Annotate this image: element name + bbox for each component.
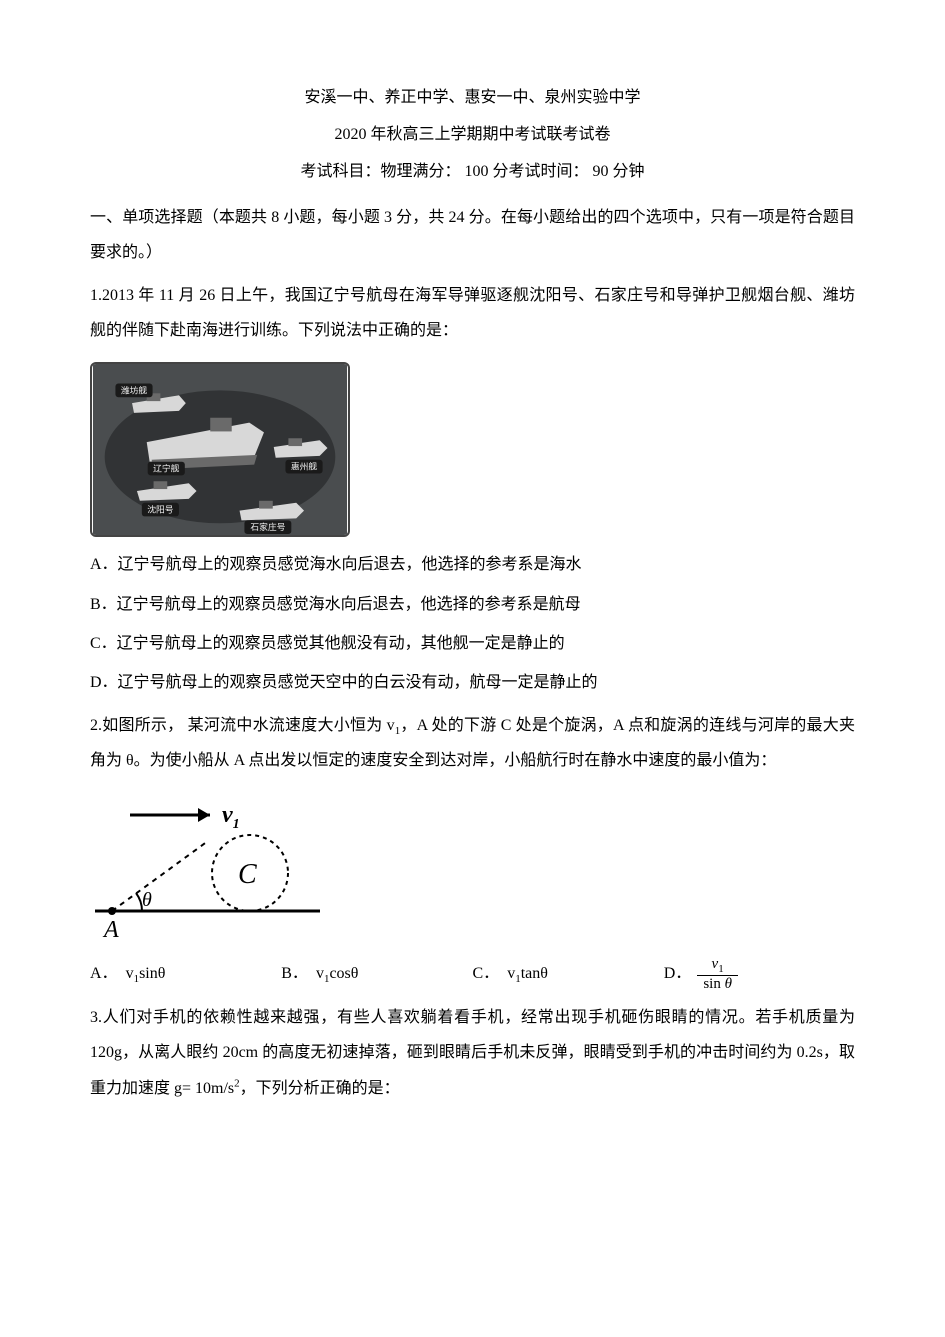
svg-text:惠州舰: 惠州舰 [291, 461, 318, 472]
q2-options-row: A． v1sinθ B． v1cosθ C． v1tanθ D． v1 sin … [90, 956, 855, 993]
q1-figure: 潍坊舰 辽宁舰 惠州舰 沈阳号 石家庄号 [90, 362, 855, 537]
q1-opt-c: C．辽宁号航母上的观察员感觉其他舰没有动，其他舰一定是静止的 [90, 626, 855, 661]
q2-optC-key: C． [473, 956, 500, 991]
q1-opt-b: B．辽宁号航母上的观察员感觉海水向后退去，他选择的参考系是航母 [90, 587, 855, 622]
q2-v1-label: v1 [222, 802, 240, 832]
q2-stem-part-a: 2.如图所示， 某河流中水流速度大小恒为 v [90, 717, 395, 734]
q2-stem: 2.如图所示， 某河流中水流速度大小恒为 v1，A 处的下游 C 处是个旋涡，A… [90, 708, 855, 779]
q2-optA-val: v1sinθ [126, 956, 166, 991]
q1-opt-a: A．辽宁号航母上的观察员感觉海水向后退去，他选择的参考系是海水 [90, 547, 855, 582]
q2-opt-c: C． v1tanθ [473, 956, 664, 991]
svg-text:石家庄号: 石家庄号 [250, 521, 285, 532]
q2-optC-val: v1tanθ [507, 956, 548, 991]
q1-stem: 1.2013 年 11 月 26 日上午，我国辽宁号航母在海军导弹驱逐舰沈阳号、… [90, 278, 855, 348]
q3-stem-part-b: ，下列分析正确的是： [240, 1080, 400, 1097]
svg-text:潍坊舰: 潍坊舰 [121, 385, 148, 396]
q1-opt-d: D．辽宁号航母上的观察员感觉天空中的白云没有动，航母一定是静止的 [90, 665, 855, 700]
q2-A-label: A [102, 917, 119, 943]
q3-stem-part-a: 3.人们对手机的依赖性越来越强，有些人喜欢躺着看手机，经常出现手机砸伤眼睛的情况… [90, 1009, 855, 1096]
q2-theta-label: θ [142, 889, 152, 911]
header-exam-title: 2020 年秋高三上学期期中考试联考试卷 [90, 117, 855, 152]
q3-stem: 3.人们对手机的依赖性越来越强，有些人喜欢躺着看手机，经常出现手机砸伤眼睛的情况… [90, 1000, 855, 1106]
svg-text:沈阳号: 沈阳号 [147, 504, 174, 515]
q2-diagram: v1 A θ C [90, 793, 325, 948]
q2-opt-a: A． v1sinθ [90, 956, 281, 991]
q2-C-label: C [238, 859, 257, 890]
section1-intro: 一、单项选择题（本题共 8 小题，每小题 3 分，共 24 分。在每小题给出的四… [90, 200, 855, 270]
header-schools: 安溪一中、养正中学、惠安一中、泉州实验中学 [90, 80, 855, 115]
q1-ship-illustration: 潍坊舰 辽宁舰 惠州舰 沈阳号 石家庄号 [90, 362, 350, 537]
q2-optD-frac: v1 sin θ [697, 956, 738, 993]
q2-opt-d: D． v1 sin θ [664, 956, 855, 993]
header-exam-info: 考试科目：物理满分： 100 分考试时间： 90 分钟 [90, 154, 855, 189]
q2-figure: v1 A θ C [90, 793, 855, 948]
svg-text:辽宁舰: 辽宁舰 [153, 463, 180, 474]
q2-optA-key: A． [90, 956, 118, 991]
q2-optB-key: B． [281, 956, 308, 991]
q2-opt-b: B． v1cosθ [281, 956, 472, 991]
q2-optD-key: D． [664, 956, 692, 991]
q2-optB-val: v1cosθ [316, 956, 359, 991]
